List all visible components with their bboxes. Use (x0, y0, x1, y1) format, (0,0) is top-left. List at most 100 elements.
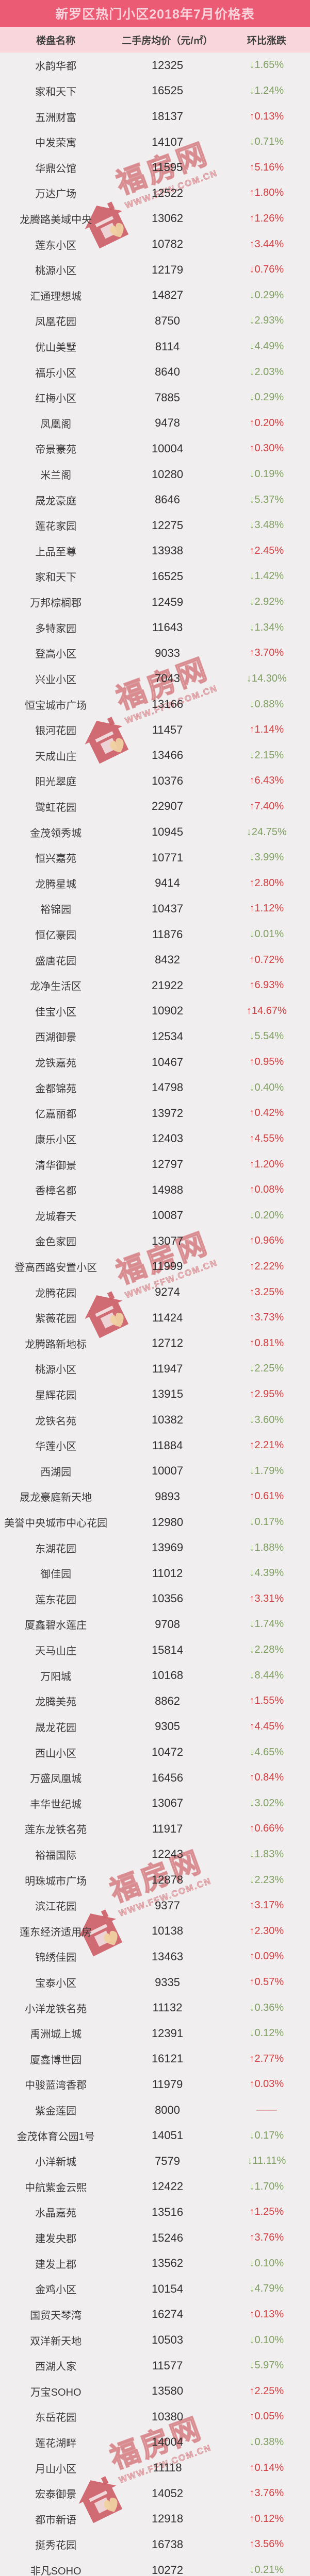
change-value: ↓2.28% (249, 1644, 284, 1656)
change-value: ↑1.14% (249, 724, 284, 736)
price-value: 12534 (151, 1029, 184, 1043)
change-value: ↑1.80% (249, 187, 284, 199)
change-value: ↑0.12% (249, 2513, 284, 2524)
change-value: ↑0.20% (249, 417, 284, 429)
community-name: 桃源小区 (35, 1364, 77, 1376)
community-name: 上品至尊 (35, 546, 77, 558)
change-value: ↑0.13% (249, 2308, 284, 2320)
community-name: 晟龙豪庭 (35, 495, 77, 507)
table-row: 禹洲城上城 12391 ↓0.12% (0, 2021, 310, 2046)
price-value: 8750 (155, 314, 181, 327)
price-value: 18137 (151, 110, 184, 123)
price-value: 14107 (151, 135, 184, 148)
community-name: 金都锦苑 (35, 1083, 77, 1095)
change-value: ↓1.83% (249, 1848, 284, 1860)
price-value: 10902 (151, 1004, 184, 1018)
community-name: 紫金莲园 (35, 2106, 77, 2117)
table-row: 多特家园 11643 ↓1.34% (0, 615, 310, 640)
change-value: ↑0.96% (249, 1235, 284, 1247)
table-row: 金色家园 13077 ↑0.96% (0, 1228, 310, 1254)
price-value: 15814 (151, 1643, 184, 1656)
change-value: ↑3.17% (249, 1900, 284, 1911)
price-value: 9708 (155, 1617, 181, 1631)
community-name: 莲花湖畔 (35, 2437, 77, 2449)
change-value: ↑0.66% (249, 1823, 284, 1835)
price-value: 13938 (151, 544, 184, 557)
change-value: ↑3.44% (249, 238, 284, 250)
table-row: 都市新语 12918 ↑0.12% (0, 2506, 310, 2532)
change-value: ↓3.60% (249, 1414, 284, 1426)
change-value: ↓5.37% (249, 494, 284, 505)
table-row: 龙净生活区 21922 ↑6.93% (0, 973, 310, 998)
table-row: 西湖园 10007 ↓1.79% (0, 1459, 310, 1484)
community-name: 汇通理想城 (30, 291, 82, 302)
change-value: ↑7.40% (249, 800, 284, 812)
price-value: 14988 (151, 1183, 184, 1196)
community-name: 优山美墅 (35, 342, 77, 353)
community-name: 登高小区 (35, 649, 77, 660)
change-value: ↑4.45% (249, 1720, 284, 1732)
table-row: 清华御景 12797 ↑1.20% (0, 1151, 310, 1177)
community-name: 莲东经济适用房 (20, 1926, 92, 1938)
price-value: 10467 (151, 1055, 184, 1069)
change-value: ↑0.81% (249, 1337, 284, 1349)
price-value: 13166 (151, 698, 184, 711)
price-value: 11947 (152, 1362, 183, 1375)
change-value: ↑2.25% (249, 2385, 284, 2397)
community-name: 裕锦园 (40, 904, 72, 916)
change-value: ↑0.57% (249, 1976, 284, 1988)
price-value: 8432 (155, 953, 181, 967)
community-name: 龙腾星城 (35, 878, 77, 890)
community-name: 家和天下 (35, 86, 77, 98)
change-value: ↓0.71% (249, 136, 284, 148)
table-row: 莲东龙铁名苑 11917 ↑0.66% (0, 1816, 310, 1842)
price-value: 12422 (151, 2180, 184, 2193)
column-header-change: 环比涨跌 (247, 35, 286, 46)
table-row: 挺秀花园 16738 ↑3.56% (0, 2532, 310, 2557)
price-value: 11979 (152, 2077, 183, 2091)
table-title-bar: 新罗区热门小区2018年7月价格表 (0, 0, 310, 27)
table-row: 宏泰御景 14052 ↑3.76% (0, 2481, 310, 2506)
table-row: 盛唐花园 8432 ↑0.72% (0, 947, 310, 973)
table-body: 水韵华都 12325 ↓1.65% 家和天下 16525 ↓1.24% 五洲财富… (0, 53, 310, 2576)
community-name: 恒宝城市广场 (25, 700, 87, 711)
community-name: 晟龙豪庭新天地 (20, 1492, 92, 1504)
change-value: ↑2.21% (249, 1439, 284, 1451)
price-value: 13516 (151, 2205, 184, 2218)
community-name: 天马山庄 (35, 1646, 77, 1657)
price-value: 8114 (155, 340, 180, 353)
community-name: 裕福国际 (35, 1850, 77, 1861)
change-value: ↑2.22% (249, 1260, 284, 1272)
change-value: ↑0.84% (249, 1772, 284, 1784)
change-value: ↓5.97% (249, 2360, 284, 2371)
table-row: 龙腾花园 9274 ↑3.25% (0, 1279, 310, 1305)
price-value: 11012 (152, 1566, 183, 1580)
change-value: ↓3.48% (249, 519, 284, 531)
community-name: 阳光翠庭 (35, 776, 77, 788)
community-name: 国贸天琴湾 (30, 2310, 82, 2321)
table-row: 龙腾美苑 8862 ↑1.55% (0, 1688, 310, 1714)
table-row: 桃源小区 12179 ↓0.76% (0, 257, 310, 283)
change-value: ↓0.20% (249, 1209, 284, 1221)
price-value: 11424 (152, 1311, 183, 1324)
change-value: ↑3.76% (249, 2487, 284, 2499)
price-value: 13562 (151, 2257, 184, 2270)
table-row: 金茂体育公园1号 14051 ↓0.17% (0, 2123, 310, 2148)
price-value: 13067 (151, 1797, 184, 1810)
community-name: 恒兴嘉苑 (35, 853, 77, 865)
change-value: ↓2.03% (249, 366, 284, 378)
community-name: 五洲财富 (35, 112, 77, 124)
change-value: ↑0.08% (249, 1184, 284, 1196)
price-value: 14051 (151, 2129, 184, 2142)
table-row: 小洋龙铁名苑 11132 ↓0.36% (0, 1995, 310, 2021)
change-value: ↓0.17% (249, 1516, 284, 1528)
price-value: 11132 (152, 2001, 183, 2014)
table-row: 万达广场 12522 ↑1.80% (0, 180, 310, 206)
community-name: 明珠城市广场 (25, 1875, 87, 1887)
table-row: 龙腾星城 9414 ↑2.80% (0, 871, 310, 896)
change-value: ↑3.25% (249, 1286, 284, 1298)
change-value: ↓0.29% (249, 392, 284, 403)
community-name: 禹洲城上城 (30, 2029, 82, 2041)
table-row: 非凡SOHO 10272 ↓0.21% (0, 2557, 310, 2576)
price-value: 8000 (155, 2103, 181, 2116)
